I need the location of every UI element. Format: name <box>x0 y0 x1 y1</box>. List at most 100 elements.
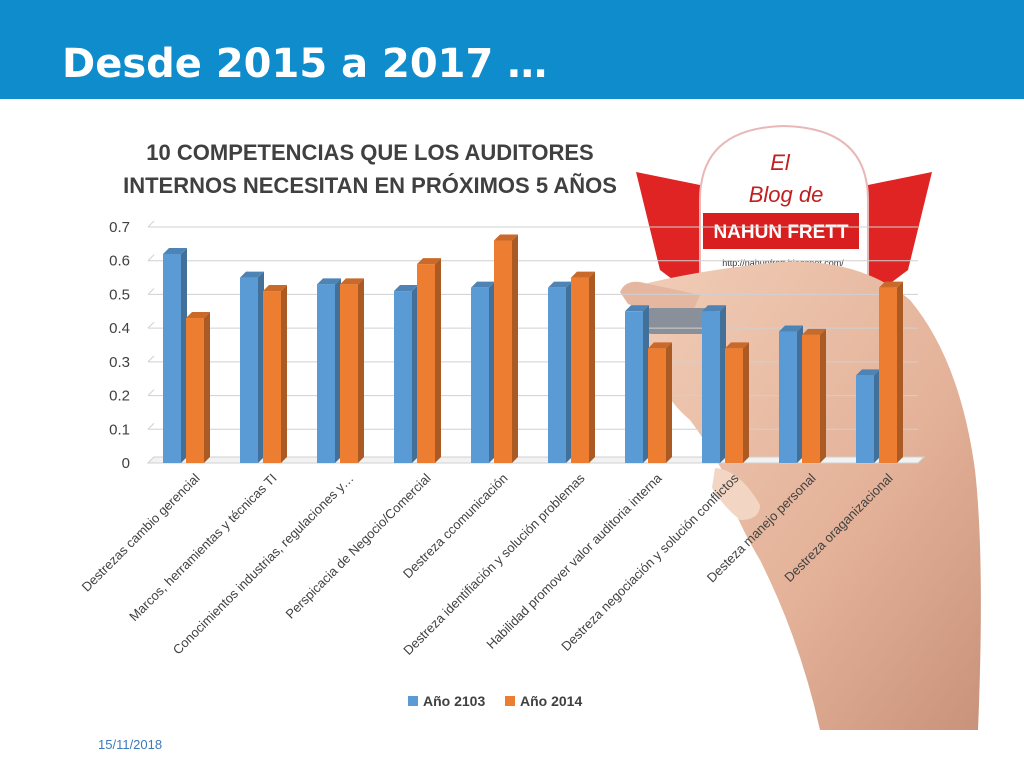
bar-side <box>258 271 264 463</box>
bar-chart: El Blog de NAHUN FRETT http://nahunfrett… <box>79 124 981 730</box>
bar-side <box>489 281 495 463</box>
bar-series1 <box>163 247 187 463</box>
bar-top <box>856 369 880 376</box>
bar-front <box>548 287 566 463</box>
bar-series2 <box>725 342 749 463</box>
y-tick-label: 0.2 <box>109 388 130 405</box>
bar-top <box>879 281 903 288</box>
pen-shape <box>640 308 720 334</box>
bar-side <box>820 328 826 463</box>
gridline-depth <box>147 220 155 228</box>
bar-front <box>494 240 512 463</box>
x-tick-label: Habilidad promover valor auditoria inter… <box>483 470 665 652</box>
bar-front <box>702 311 720 463</box>
bar-side <box>720 305 726 463</box>
bar-top <box>340 278 364 285</box>
bar-front <box>725 348 743 463</box>
y-tick-label: 0 <box>122 455 130 472</box>
bar-top <box>240 271 264 278</box>
bar-series1 <box>394 285 418 463</box>
bar-side <box>874 369 880 463</box>
bar-top <box>548 281 572 288</box>
bar-front <box>625 311 643 463</box>
x-tick-label: Destreza negociación y solución conflict… <box>558 470 742 654</box>
bar-series2 <box>648 342 672 463</box>
badge-name-bar <box>703 213 859 249</box>
y-tick-label: 0.7 <box>109 219 130 236</box>
bar-series1 <box>471 281 495 463</box>
chart-title-line: 10 COMPETENCIAS QUE LOS AUDITORES <box>146 140 593 165</box>
y-tick-label: 0.1 <box>109 421 130 438</box>
bar-series2 <box>263 285 287 463</box>
bar-front <box>240 277 258 463</box>
bar-front <box>394 291 412 463</box>
badge-line1: El <box>770 150 791 175</box>
bar-top <box>648 342 672 349</box>
bar-top <box>394 285 418 292</box>
badge-line2: Blog de <box>749 182 824 207</box>
bar-top <box>625 305 649 312</box>
bar-front <box>186 318 204 463</box>
chart-area: El Blog de NAHUN FRETT http://nahunfrett… <box>0 99 1024 739</box>
slide-title: Desde 2015 a 2017 … <box>62 41 548 87</box>
badge-name: NAHUN FRETT <box>713 222 848 243</box>
bar-side <box>666 342 672 463</box>
x-tick-label: Perspicacia de Negocio/Comercial <box>283 470 434 621</box>
gridline-depth <box>147 254 155 262</box>
gridline-depth <box>147 422 155 430</box>
bar-top <box>571 271 595 278</box>
bar-top <box>494 234 518 241</box>
bar-front <box>856 375 874 463</box>
bar-side <box>358 278 364 463</box>
gridline-depth <box>147 288 155 295</box>
bar-side <box>566 281 572 463</box>
legend-label: Año 2014 <box>520 693 582 709</box>
bar-series1 <box>856 369 880 463</box>
bar-top <box>779 325 803 332</box>
bar-top <box>471 281 495 288</box>
gridline-depth <box>147 321 155 329</box>
bar-top <box>725 342 749 349</box>
bar-series2 <box>186 312 210 463</box>
bar-front <box>340 284 358 463</box>
bar-series2 <box>571 271 595 463</box>
bar-series2 <box>340 278 364 463</box>
bar-front <box>263 291 281 463</box>
bar-top <box>417 258 441 265</box>
legend-label: Año 2103 <box>423 693 485 709</box>
bar-series1 <box>548 281 572 463</box>
bar-front <box>471 287 489 463</box>
bar-series1 <box>702 305 726 463</box>
bar-top <box>186 312 210 319</box>
bar-top <box>263 285 287 292</box>
y-tick-label: 0.5 <box>109 286 130 303</box>
bar-series1 <box>625 305 649 463</box>
bar-side <box>643 305 649 463</box>
bar-side <box>589 271 595 463</box>
badge-ribbon-left <box>636 172 700 300</box>
bar-series2 <box>802 328 826 463</box>
legend-swatch <box>408 696 418 706</box>
x-tick-label: Marcos, herramientas y técnicas TI <box>126 471 279 624</box>
bar-front <box>879 287 897 463</box>
bar-series1 <box>779 325 803 463</box>
bar-side <box>204 312 210 463</box>
y-tick-label: 0.6 <box>109 253 130 270</box>
gridline-depth <box>147 389 155 396</box>
bar-side <box>512 234 518 463</box>
chart-bars <box>163 234 903 463</box>
bar-side <box>412 285 418 463</box>
bar-top <box>317 278 341 285</box>
bar-front <box>802 334 820 463</box>
bar-top <box>702 305 726 312</box>
bar-side <box>743 342 749 463</box>
bar-front <box>417 264 435 463</box>
bar-series2 <box>417 258 441 463</box>
bar-series2 <box>879 281 903 463</box>
slide-date: 15/11/2018 <box>98 737 163 752</box>
bar-side <box>281 285 287 463</box>
bar-side <box>181 247 187 463</box>
bar-series1 <box>317 278 341 463</box>
legend-swatch <box>505 696 515 706</box>
badge-ribbon-right <box>868 172 932 300</box>
